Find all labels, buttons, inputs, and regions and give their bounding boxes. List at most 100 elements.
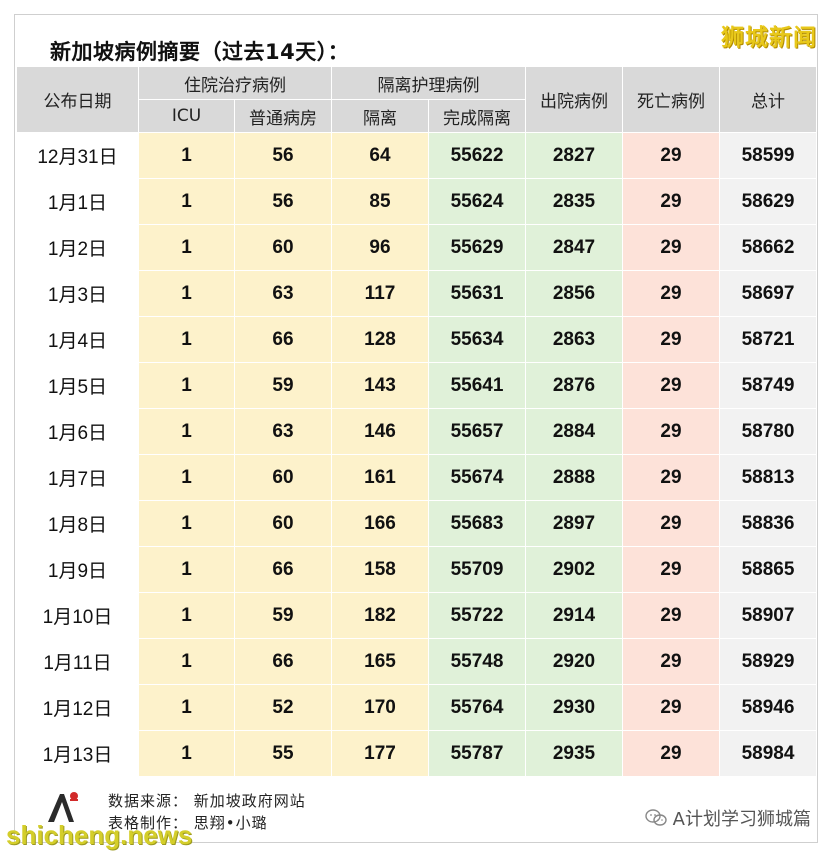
cell-isolation: 146 <box>331 408 429 455</box>
cell-completed-isolation: 55748 <box>428 638 526 685</box>
cell-discharged: 2863 <box>525 316 623 363</box>
cell-deaths: 29 <box>622 408 720 455</box>
cell-completed-isolation: 55624 <box>428 178 526 225</box>
table-author-text: 表格制作： 思翔•小璐 <box>108 814 268 832</box>
brand-logo-text: 狮城新闻 <box>721 25 817 51</box>
cell-date: 1月5日 <box>16 362 139 409</box>
cell-deaths: 29 <box>622 684 720 731</box>
wechat-account-name: A计划学习狮城篇 <box>672 809 811 830</box>
cell-total: 58984 <box>719 730 817 777</box>
cell-date: 1月13日 <box>16 730 139 777</box>
cell-isolation: 85 <box>331 178 429 225</box>
header-general-ward: 普通病房 <box>234 99 332 133</box>
cell-isolation: 170 <box>331 684 429 731</box>
cell-completed-isolation: 55683 <box>428 500 526 547</box>
cell-date: 1月9日 <box>16 546 139 593</box>
cell-general-ward: 66 <box>234 546 332 593</box>
header-date: 公布日期 <box>16 66 139 133</box>
cell-isolation: 182 <box>331 592 429 639</box>
wechat-icon <box>644 809 667 826</box>
cell-icu: 1 <box>138 178 235 225</box>
cell-discharged: 2902 <box>525 546 623 593</box>
cell-total: 58836 <box>719 500 817 547</box>
cell-icu: 1 <box>138 132 235 179</box>
cell-total: 58629 <box>719 178 817 225</box>
table-row: 1月8日 1 60 166 55683 2897 29 58836 <box>16 500 817 547</box>
cell-icu: 1 <box>138 408 235 455</box>
cell-completed-isolation: 55629 <box>428 224 526 271</box>
wechat-account-badge: A计划学习狮城篇 <box>644 805 811 831</box>
cell-icu: 1 <box>138 546 235 593</box>
cell-deaths: 29 <box>622 270 720 317</box>
cell-isolation: 143 <box>331 362 429 409</box>
cell-discharged: 2856 <box>525 270 623 317</box>
cell-completed-isolation: 55722 <box>428 592 526 639</box>
cell-discharged: 2847 <box>525 224 623 271</box>
table-row: 1月10日 1 59 182 55722 2914 29 58907 <box>16 592 817 639</box>
cell-date: 1月4日 <box>16 316 139 363</box>
data-source-text: 数据来源： 新加坡政府网站 <box>108 792 306 810</box>
cell-deaths: 29 <box>622 638 720 685</box>
cell-icu: 1 <box>138 500 235 547</box>
table-row: 1月6日 1 63 146 55657 2884 29 58780 <box>16 408 817 455</box>
header-icu: ICU <box>138 99 235 133</box>
cell-deaths: 29 <box>622 730 720 777</box>
cell-discharged: 2930 <box>525 684 623 731</box>
cell-completed-isolation: 55657 <box>428 408 526 455</box>
cell-discharged: 2884 <box>525 408 623 455</box>
cell-isolation: 117 <box>331 270 429 317</box>
cell-general-ward: 60 <box>234 454 332 501</box>
cell-general-ward: 60 <box>234 224 332 271</box>
cell-date: 1月1日 <box>16 178 139 225</box>
cell-total: 58780 <box>719 408 817 455</box>
cell-icu: 1 <box>138 592 235 639</box>
cell-total: 58749 <box>719 362 817 409</box>
cell-deaths: 29 <box>622 454 720 501</box>
table-row: 12月31日 1 56 64 55622 2827 29 58599 <box>16 132 817 179</box>
cell-total: 58865 <box>719 546 817 593</box>
cell-discharged: 2935 <box>525 730 623 777</box>
cell-general-ward: 59 <box>234 592 332 639</box>
cell-date: 1月8日 <box>16 500 139 547</box>
cell-date: 1月10日 <box>16 592 139 639</box>
cell-icu: 1 <box>138 638 235 685</box>
cell-isolation: 161 <box>331 454 429 501</box>
case-summary-table: 公布日期 住院治疗病例 隔离护理病例 出院病例 死亡病例 总计 ICU 普通病房… <box>16 66 817 777</box>
cell-general-ward: 52 <box>234 684 332 731</box>
cell-completed-isolation: 55641 <box>428 362 526 409</box>
table-row: 1月3日 1 63 117 55631 2856 29 58697 <box>16 270 817 317</box>
table-row: 1月9日 1 66 158 55709 2902 29 58865 <box>16 546 817 593</box>
cell-completed-isolation: 55787 <box>428 730 526 777</box>
footer-credits: 数据来源： 新加坡政府网站 表格制作： 思翔•小璐 <box>108 790 306 834</box>
cell-general-ward: 59 <box>234 362 332 409</box>
cell-deaths: 29 <box>622 224 720 271</box>
table-row: 1月11日 1 66 165 55748 2920 29 58929 <box>16 638 817 685</box>
cell-date: 1月3日 <box>16 270 139 317</box>
cell-total: 58599 <box>719 132 817 179</box>
cell-isolation: 158 <box>331 546 429 593</box>
cell-general-ward: 66 <box>234 638 332 685</box>
cell-icu: 1 <box>138 316 235 363</box>
cell-general-ward: 55 <box>234 730 332 777</box>
header-total: 总计 <box>719 66 817 133</box>
cell-date: 1月6日 <box>16 408 139 455</box>
cell-discharged: 2914 <box>525 592 623 639</box>
cell-total: 58662 <box>719 224 817 271</box>
cell-discharged: 2888 <box>525 454 623 501</box>
table-row: 1月1日 1 56 85 55624 2835 29 58629 <box>16 178 817 225</box>
cell-total: 58907 <box>719 592 817 639</box>
header-deaths: 死亡病例 <box>622 66 720 133</box>
cell-isolation: 128 <box>331 316 429 363</box>
cell-deaths: 29 <box>622 316 720 363</box>
watermark-text: shicheng.news <box>6 820 193 850</box>
cell-deaths: 29 <box>622 546 720 593</box>
cell-general-ward: 56 <box>234 178 332 225</box>
cell-completed-isolation: 55622 <box>428 132 526 179</box>
cell-total: 58721 <box>719 316 817 363</box>
cell-total: 58813 <box>719 454 817 501</box>
cell-completed-isolation: 55709 <box>428 546 526 593</box>
header-isolation-group: 隔离护理病例 <box>331 66 526 100</box>
cell-discharged: 2920 <box>525 638 623 685</box>
cell-date: 1月7日 <box>16 454 139 501</box>
cell-icu: 1 <box>138 684 235 731</box>
